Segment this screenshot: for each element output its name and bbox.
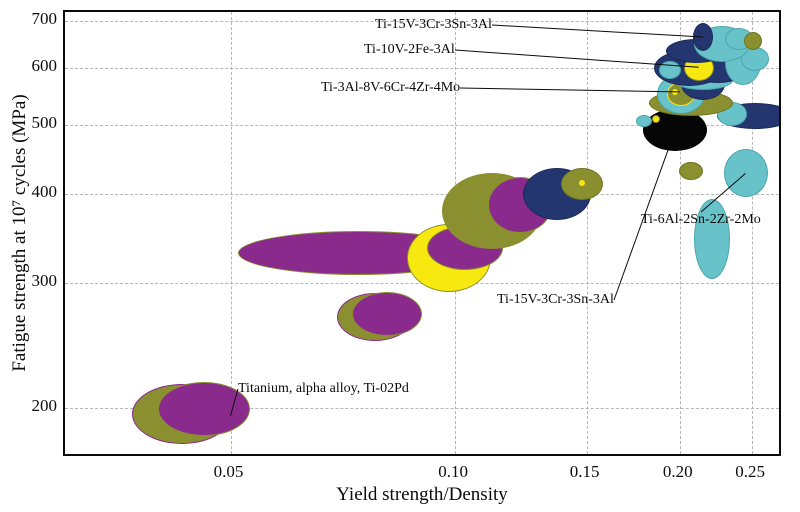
callout-label: Ti-6Al-2Sn-2Zr-2Mo	[641, 212, 761, 228]
plot-area: Ti-15V-3Cr-3Sn-3Al Ti-10V-2Fe-3Al Ti-3Al-8…	[63, 10, 781, 456]
grid-h	[65, 194, 779, 195]
grid-v	[587, 12, 588, 454]
callout-label: Ti-10V-2Fe-3Al	[364, 42, 455, 58]
callout-label: Ti-15V-3Cr-3Sn-3Al	[375, 17, 492, 33]
x-tick-label: 0.20	[663, 462, 693, 482]
data-bubble	[671, 88, 679, 96]
data-bubble	[659, 61, 681, 79]
x-axis-label: Yield strength/Density	[336, 484, 508, 506]
data-bubble	[352, 292, 422, 336]
data-bubble	[158, 382, 250, 436]
data-bubble	[578, 179, 586, 187]
callout-label: Ti-3Al-8V-6Cr-4Zr-4Mo	[321, 80, 460, 96]
y-axis-label: Fatigue strength at 10⁷ cycles (MPa)	[9, 94, 31, 371]
x-tick-label: 0.25	[735, 462, 765, 482]
y-tick-label: 400	[23, 182, 57, 202]
y-tick-label: 200	[23, 396, 57, 416]
data-bubble	[652, 115, 660, 123]
x-tick-label: 0.05	[214, 462, 244, 482]
y-tick-label: 500	[23, 113, 57, 133]
callout-label: Ti-15V-3Cr-3Sn-3Al	[497, 292, 614, 308]
y-tick-label: 300	[23, 271, 57, 291]
y-tick-label: 700	[23, 9, 57, 29]
data-bubble	[679, 162, 703, 180]
y-tick-label: 600	[23, 56, 57, 76]
callout-label: Titanium, alpha alloy, Ti-02Pd	[238, 381, 409, 397]
data-bubble	[744, 32, 762, 50]
data-bubble	[636, 115, 652, 127]
x-tick-label: 0.10	[438, 462, 468, 482]
x-tick-label: 0.15	[570, 462, 600, 482]
data-bubble	[724, 149, 768, 197]
data-bubble	[693, 23, 713, 51]
fatigue-vs-yield-density-chart: Ti-15V-3Cr-3Sn-3Al Ti-10V-2Fe-3Al Ti-3Al-8…	[0, 0, 800, 512]
